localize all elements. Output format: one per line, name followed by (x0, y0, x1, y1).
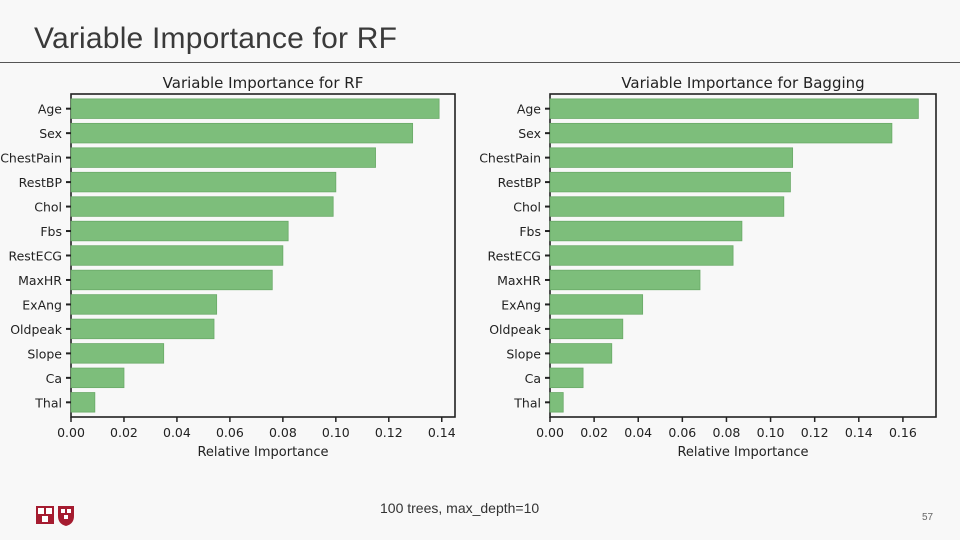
y-tick-label: ChestPain (479, 151, 541, 166)
y-tick-label: Oldpeak (489, 322, 542, 337)
bar-fbs (549, 220, 743, 242)
bar-ca (70, 367, 125, 389)
y-tick-label: Chol (34, 200, 62, 215)
model-settings-caption: 100 trees, max_depth=10 (380, 500, 540, 516)
y-tick-label: Thal (34, 395, 62, 410)
bar-age (70, 98, 440, 119)
y-tick-label: MaxHR (497, 273, 541, 288)
x-tick-label: 0.06 (216, 425, 244, 440)
rf-importance-svg: Variable Importance for RF Age Sex ChestPai… (0, 74, 456, 460)
bar-restbp (549, 171, 791, 193)
y-tick-label: Slope (506, 346, 541, 361)
y-tick-label: Oldpeak (10, 322, 63, 337)
y-tick-label: RestBP (19, 175, 63, 190)
university-logo-icon (36, 504, 76, 526)
title-divider (0, 62, 960, 63)
bar-slope (549, 343, 613, 364)
bagging-importance-svg: Variable Importance for Bagging Age Sex Che… (479, 74, 937, 460)
y-tick-label: Age (517, 102, 541, 117)
bar-age (549, 98, 919, 119)
x-tick-label: 0.08 (269, 425, 297, 440)
x-tick-label: 0.04 (624, 425, 652, 440)
bar-restbp (70, 171, 337, 193)
bar-chol (70, 196, 334, 217)
y-tick-label: ExAng (501, 297, 541, 312)
x-tick-label: 0.02 (110, 425, 138, 440)
y-tick-label: ChestPain (0, 151, 62, 166)
y-tick-label: Thal (513, 395, 541, 410)
bar-maxhr (549, 269, 701, 291)
y-tick-label: RestECG (8, 249, 62, 264)
y-tick-label: MaxHR (18, 273, 62, 288)
bagging-importance-chart: Variable Importance for Bagging Age Sex Che… (478, 68, 958, 468)
bar-exang (549, 294, 644, 315)
y-tick-label: Sex (518, 126, 541, 141)
bar-restecg (549, 245, 734, 266)
y-tick-label: Chol (513, 200, 541, 215)
y-tick-label: Sex (39, 126, 62, 141)
y-tick-label: Fbs (40, 224, 62, 239)
x-tick-label: 0.08 (713, 425, 741, 440)
x-tick-label: 0.12 (801, 425, 829, 440)
chart-title: Variable Importance for Bagging (621, 74, 864, 92)
x-tick-label: 0.14 (845, 425, 873, 440)
bar-chestpain (70, 147, 376, 168)
x-tick-label: 0.04 (163, 425, 191, 440)
bar-maxhr (70, 269, 273, 291)
chart-title: Variable Importance for RF (163, 74, 364, 92)
bar-oldpeak (549, 318, 624, 340)
bar-restecg (70, 245, 284, 266)
x-tick-label: 0.06 (668, 425, 696, 440)
bar-chol (549, 196, 785, 217)
bar-slope (70, 343, 165, 364)
y-tick-label: Ca (525, 371, 541, 386)
bar-oldpeak (70, 318, 215, 340)
bar-chestpain (549, 147, 794, 168)
x-tick-label: 0.02 (580, 425, 608, 440)
bar-sex (70, 122, 414, 144)
y-tick-label: RestBP (498, 175, 542, 190)
x-tick-label: 0.10 (757, 425, 785, 440)
y-tick-label: Fbs (519, 224, 541, 239)
x-tick-label: 0.00 (536, 425, 564, 440)
x-tick-label: 0.00 (57, 425, 85, 440)
bar-ca (549, 367, 584, 389)
y-tick-label: ExAng (22, 297, 62, 312)
slide-title: Variable Importance for RF (34, 22, 398, 55)
x-tick-label: 0.14 (428, 425, 456, 440)
bar-thal (70, 392, 96, 413)
bar-sex (549, 122, 893, 144)
x-axis-label: Relative Importance (677, 445, 808, 460)
x-tick-label: 0.10 (322, 425, 350, 440)
x-tick-label: 0.16 (889, 425, 917, 440)
page-number: 57 (922, 512, 934, 523)
bar-thal (549, 392, 564, 413)
y-tick-label: Ca (46, 371, 62, 386)
bar-exang (70, 294, 218, 315)
y-tick-label: Slope (27, 346, 62, 361)
y-tick-label: RestECG (487, 249, 541, 264)
rf-importance-chart: Variable Importance for RF Age Sex ChestPai… (0, 68, 470, 468)
y-tick-label: Age (38, 102, 62, 117)
x-axis-label: Relative Importance (197, 445, 328, 460)
x-tick-label: 0.12 (375, 425, 403, 440)
bar-fbs (70, 220, 289, 242)
